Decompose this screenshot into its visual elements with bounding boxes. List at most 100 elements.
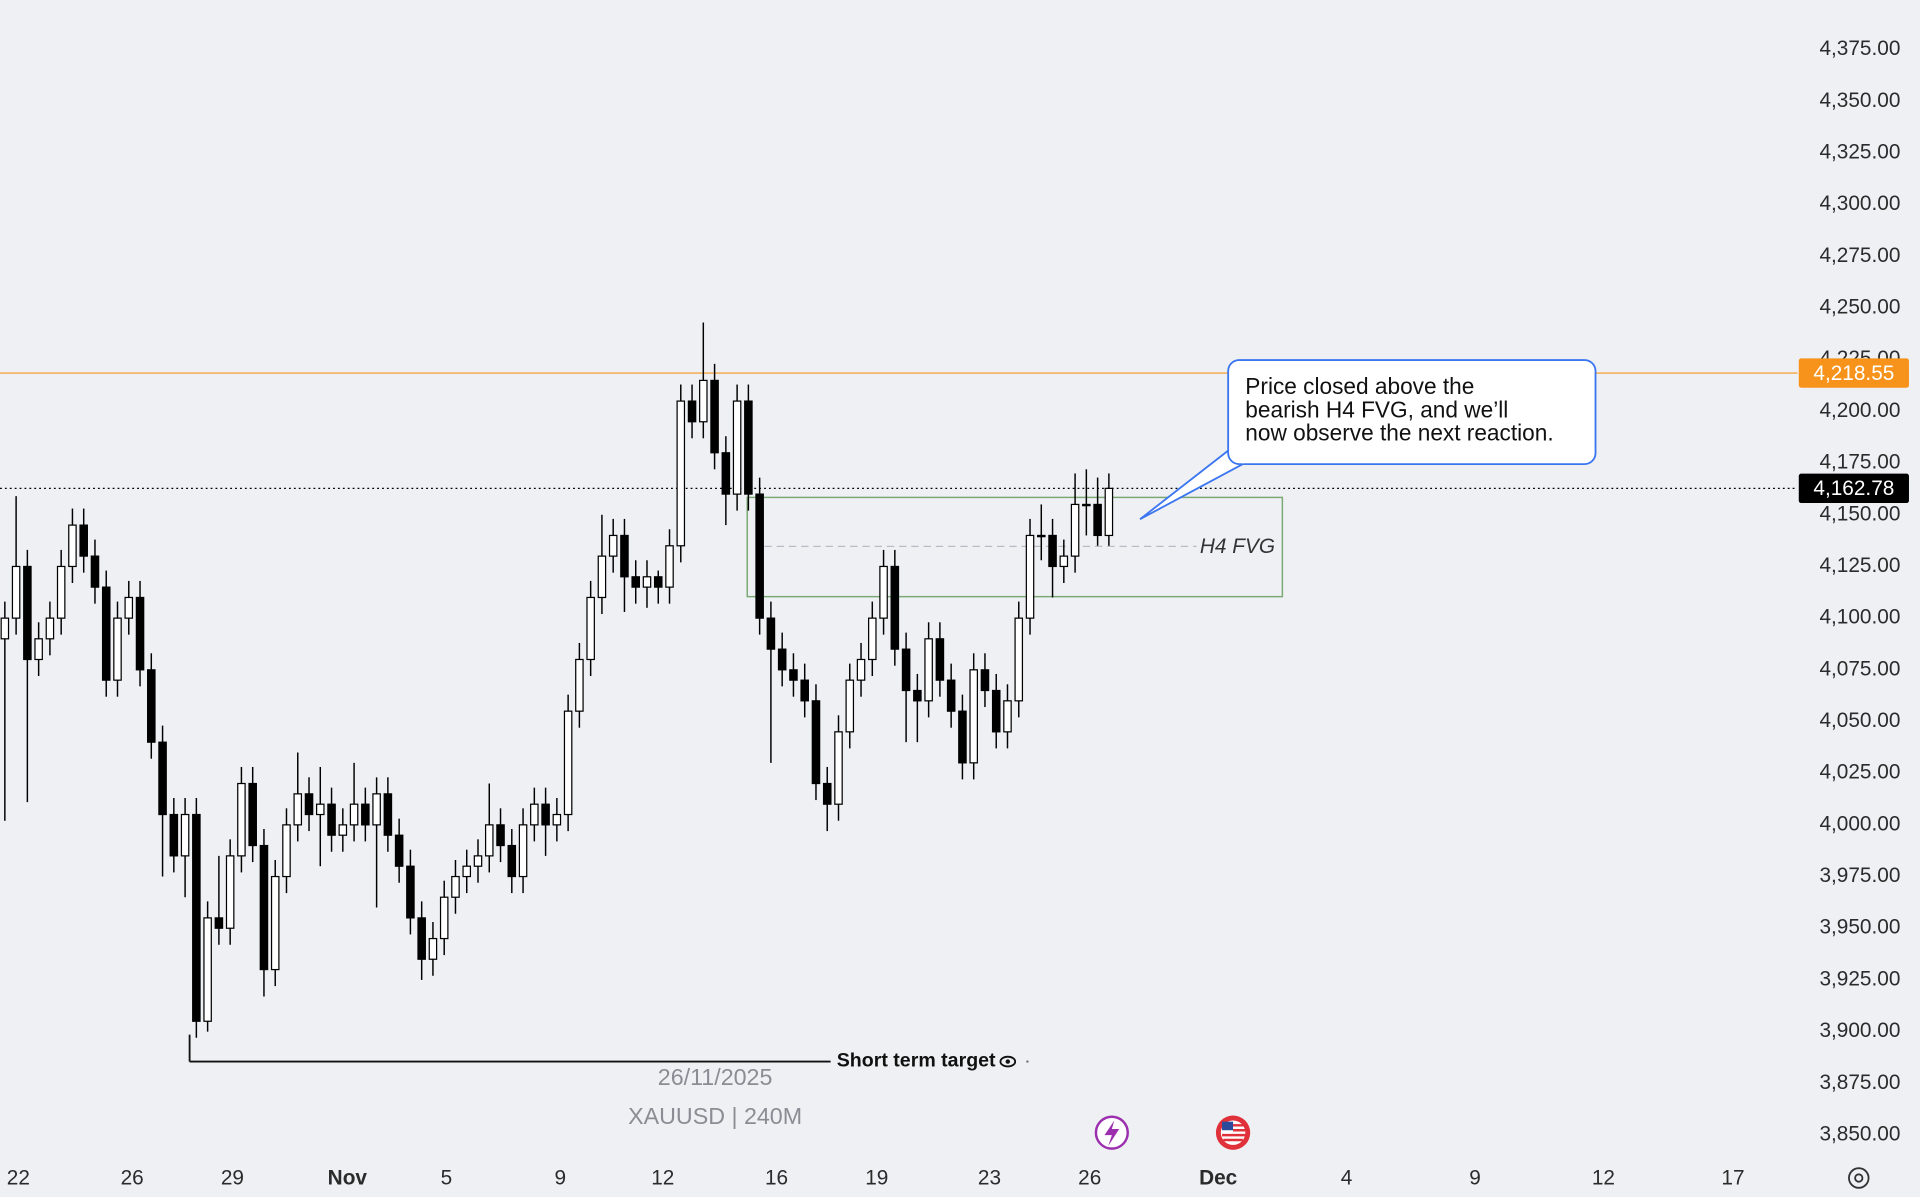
candle-body (180, 813, 190, 857)
candle-body (338, 824, 348, 836)
candle-body (203, 917, 212, 1022)
candle-body (518, 824, 528, 878)
candle-body (586, 596, 595, 661)
candle-body (23, 565, 32, 661)
candle-body (496, 824, 505, 847)
y-tick-label: 4,325.00 (1819, 141, 1900, 164)
candle-body (124, 596, 134, 619)
target-dot (1026, 1060, 1029, 1063)
price-label-bg (1798, 473, 1909, 504)
fvg-label: H4 FVG (1200, 535, 1275, 558)
icon-gear-hub (1854, 1173, 1864, 1183)
x-tick-label: 29 (221, 1167, 244, 1190)
candle-body (428, 937, 438, 960)
candle-body (530, 803, 539, 826)
candle-body (349, 803, 359, 826)
candle-body (101, 586, 111, 681)
y-tick-label: 4,025.00 (1819, 761, 1900, 784)
candle-body (507, 844, 517, 878)
y-tick-label: 4,150.00 (1819, 502, 1900, 525)
y-tick-label: 4,250.00 (1819, 296, 1900, 319)
candle-body (879, 565, 888, 619)
candle-body (361, 803, 370, 826)
candle-body (856, 658, 866, 681)
icon-bolt (1104, 1120, 1120, 1147)
candle-body (315, 803, 325, 816)
candle-body (1059, 555, 1069, 568)
y-tick-label: 4,075.00 (1819, 657, 1900, 680)
candle-body (721, 452, 731, 495)
candle-body (552, 813, 562, 826)
x-tick-label: 19 (865, 1167, 888, 1190)
x-tick-label: 5 (441, 1167, 453, 1190)
candle-body (811, 700, 821, 785)
candle-body (1003, 700, 1012, 733)
callout-joint (1228, 449, 1246, 464)
candle-body (1070, 503, 1080, 557)
eye-pupil (1005, 1059, 1011, 1064)
candle-body (732, 400, 742, 495)
candle-body (597, 555, 607, 599)
candle-body (45, 617, 55, 640)
icon-gear (1848, 1167, 1870, 1189)
candle-body (1014, 617, 1024, 702)
candle-body (777, 648, 787, 671)
candle-body (394, 834, 404, 867)
candle-body (406, 865, 415, 919)
candle-body (56, 565, 66, 619)
x-tick-label: 4 (1341, 1167, 1353, 1190)
y-tick-label: 4,300.00 (1819, 192, 1900, 215)
y-tick-label: 3,950.00 (1819, 916, 1900, 939)
candle-body (608, 534, 618, 557)
candle-body (744, 400, 753, 495)
candle-body (11, 565, 21, 619)
candle-body (789, 669, 798, 681)
y-tick-label: 4,375.00 (1819, 37, 1900, 60)
y-tick-label: 3,875.00 (1819, 1071, 1900, 1094)
y-tick-label: 4,000.00 (1819, 812, 1900, 835)
callout-box (1227, 359, 1597, 466)
candle-body (631, 576, 641, 588)
x-tick-label: 9 (1469, 1167, 1481, 1190)
x-tick-label: 9 (554, 1167, 566, 1190)
candle-body (1104, 487, 1114, 537)
candle-body (924, 638, 933, 702)
y-tick-label: 4,050.00 (1819, 709, 1900, 732)
event-icon-lightning[interactable] (1094, 1115, 1129, 1150)
candle-body (834, 731, 843, 805)
candle-body (0, 617, 10, 640)
settings-icon[interactable] (1848, 1167, 1870, 1189)
candle-body (214, 917, 224, 929)
price-label: 4,218.55 (1813, 362, 1894, 385)
candle-body (699, 379, 708, 423)
candle-body (225, 855, 235, 929)
candle-body (766, 617, 776, 650)
candle-body (969, 669, 978, 764)
candle-body (304, 793, 314, 816)
candle-body (676, 400, 686, 547)
candle-body (79, 524, 88, 557)
fvg-zone (746, 496, 1284, 598)
event-icon-us[interactable] (1215, 1115, 1251, 1150)
candle-body (958, 710, 967, 764)
x-tick-label: 12 (651, 1167, 674, 1190)
candle-body (822, 782, 832, 805)
x-tick-label: 26 (1078, 1167, 1101, 1190)
candle-body (1025, 534, 1035, 619)
target-label: Short term target (837, 1050, 996, 1072)
x-tick-label: 22 (7, 1167, 30, 1190)
candle-body (755, 493, 764, 619)
candle-body (1082, 503, 1091, 507)
candle-body (868, 617, 877, 661)
x-tick-label: 26 (121, 1167, 144, 1190)
candle-body (935, 638, 945, 681)
candle-body (890, 565, 900, 650)
icon-flag-stripes (1222, 1124, 1246, 1142)
candle-body (800, 679, 809, 702)
candle-body (665, 545, 674, 588)
price-label-bg (1798, 358, 1909, 388)
